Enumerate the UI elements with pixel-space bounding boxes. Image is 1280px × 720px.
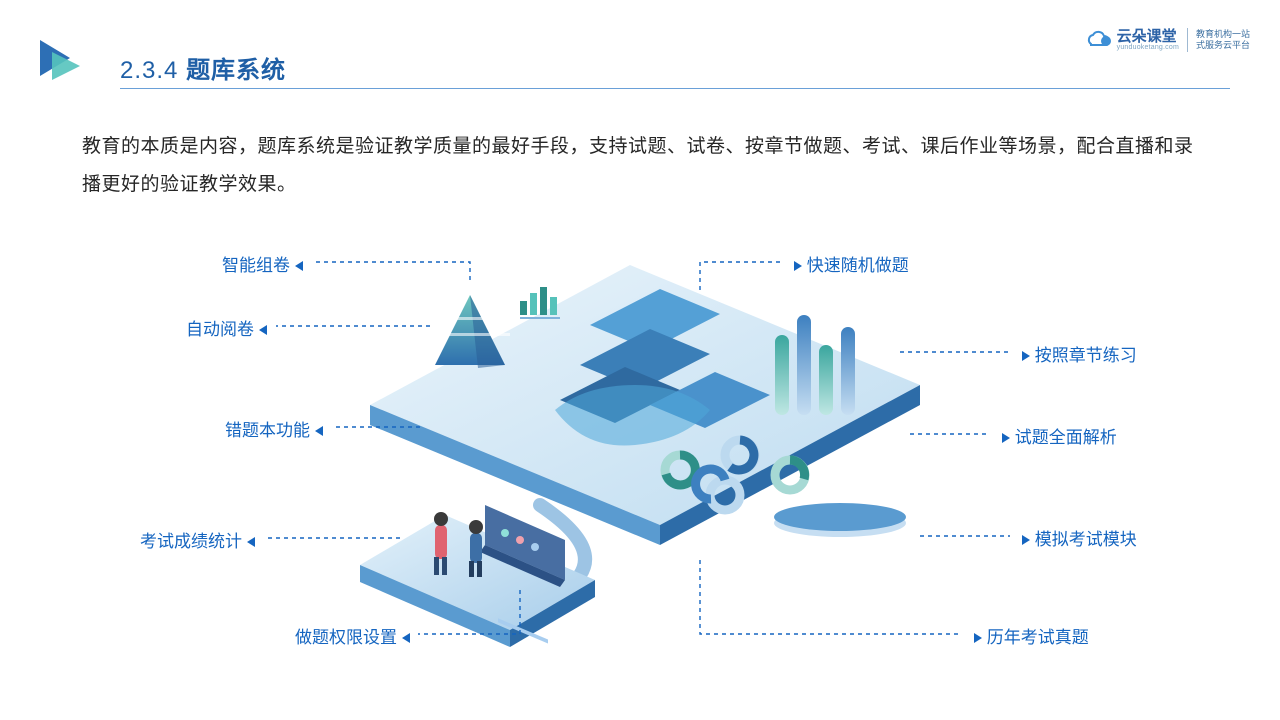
callout-text: 考试成绩统计	[140, 532, 247, 551]
callout-exam-stats: 考试成绩统计	[140, 527, 259, 552]
logo-divider	[1187, 28, 1188, 52]
callout-auto-grade: 自动阅卷	[186, 315, 271, 340]
title-underline	[120, 88, 1230, 89]
logo-tag-2: 式服务云平台	[1196, 40, 1250, 51]
logo-tagline: 教育机构一站 式服务云平台	[1196, 29, 1250, 52]
callout-text: 历年考试真题	[982, 628, 1089, 647]
arrow-tip-icon	[794, 261, 802, 271]
arrow-tip-icon	[259, 325, 267, 335]
pyramid-icon	[430, 295, 510, 368]
callout-wrong-book: 错题本功能	[225, 416, 327, 441]
corner-arrow-icon	[36, 36, 84, 84]
callout-text: 做题权限设置	[295, 628, 402, 647]
callout-text: 试题全面解析	[1010, 428, 1117, 447]
page-title: 2.3.4 题库系统	[120, 50, 286, 85]
callout-chapter-practice: 按照章节练习	[1018, 341, 1137, 366]
section-title: 题库系统	[186, 57, 286, 84]
callout-text: 自动阅卷	[186, 320, 259, 339]
arrow-tip-icon	[247, 537, 255, 547]
logo-brand: 云朵课堂	[1117, 29, 1179, 44]
section-number: 2.3.4	[120, 57, 178, 84]
callout-past-papers: 历年考试真题	[970, 623, 1089, 648]
callout-smart-compose: 智能组卷	[222, 251, 307, 276]
arrow-tip-icon	[315, 426, 323, 436]
brand-logo: 云朵课堂 yunduoketang.com 教育机构一站 式服务云平台	[1083, 28, 1250, 52]
callout-text: 错题本功能	[225, 421, 315, 440]
pill-icon	[774, 503, 906, 537]
callout-text: 按照章节练习	[1030, 346, 1137, 365]
arrow-tip-icon	[1002, 433, 1010, 443]
arrow-tip-icon	[402, 633, 410, 643]
intro-paragraph: 教育的本质是内容，题库系统是验证教学质量的最好手段，支持试题、试卷、按章节做题、…	[82, 128, 1202, 204]
arrow-tip-icon	[295, 261, 303, 271]
arrow-tip-icon	[974, 633, 982, 643]
callout-text: 快速随机做题	[802, 256, 909, 275]
callout-mock-exam: 模拟考试模块	[1018, 525, 1137, 550]
logo-tag-1: 教育机构一站	[1196, 29, 1250, 40]
arrow-tip-icon	[1022, 351, 1030, 361]
callout-perm-setting: 做题权限设置	[295, 623, 414, 648]
barchart-icon	[520, 287, 560, 319]
cloud-icon	[1083, 30, 1113, 50]
callout-full-analysis: 试题全面解析	[998, 423, 1117, 448]
callout-quick-random: 快速随机做题	[790, 251, 909, 276]
logo-domain: yunduoketang.com	[1117, 44, 1179, 51]
isometric-illustration	[330, 255, 950, 655]
callout-text: 模拟考试模块	[1030, 530, 1137, 549]
arrow-tip-icon	[1022, 535, 1030, 545]
callout-text: 智能组卷	[222, 256, 295, 275]
